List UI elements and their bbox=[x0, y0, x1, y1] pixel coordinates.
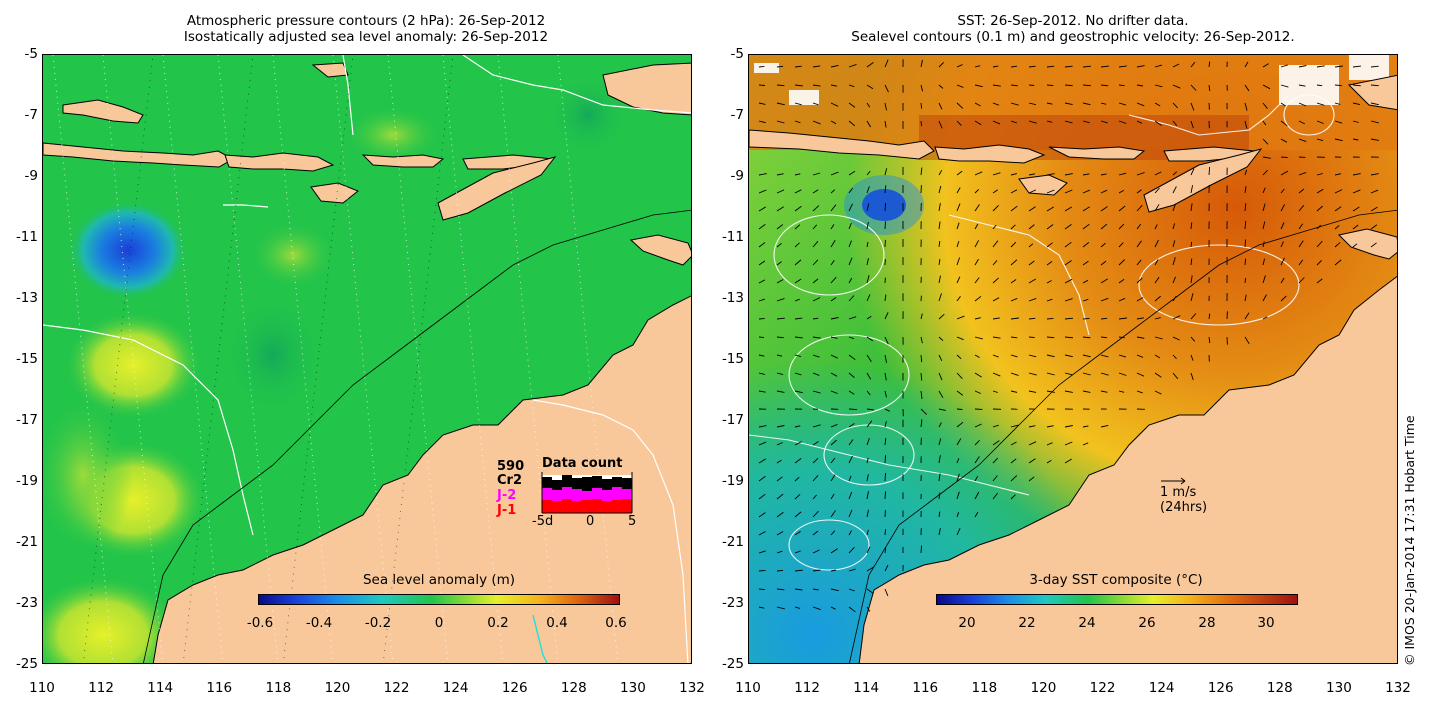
right-x-tick-label: 126 bbox=[1207, 680, 1234, 696]
right-x-tick-label: 122 bbox=[1089, 680, 1116, 696]
land-masses bbox=[43, 62, 691, 663]
left-y-tick-label: -7 bbox=[24, 107, 38, 123]
satellite-cr2-label: Cr2 bbox=[497, 473, 522, 488]
shelf-isobath bbox=[143, 209, 691, 663]
data-count-axis-label: 5 bbox=[628, 514, 637, 529]
right-x-tick-label: 120 bbox=[1030, 680, 1057, 696]
right-cb-tick: 28 bbox=[1198, 615, 1216, 631]
left-cb-tick: 0.4 bbox=[546, 615, 568, 631]
right-x-tick-label: 114 bbox=[853, 680, 880, 696]
left-y-tick-label: -23 bbox=[15, 595, 38, 611]
left-title-line2: Isostatically adjusted sea level anomaly… bbox=[183, 29, 549, 45]
left-cb-tick: 0 bbox=[434, 615, 444, 631]
right-x-tick-label: 118 bbox=[971, 680, 998, 696]
sst-map bbox=[748, 54, 1398, 664]
left-colorbar-label: Sea level anomaly (m) bbox=[362, 572, 516, 588]
right-title-line1: SST: 26-Sep-2012. No drifter data. bbox=[957, 13, 1189, 29]
right-colorbar bbox=[936, 594, 1298, 605]
satellite-j2-label: J-2 bbox=[497, 488, 517, 503]
left-y-tick-label: -9 bbox=[24, 168, 38, 184]
left-y-tick-label: -21 bbox=[15, 534, 38, 550]
data-count-axis-label: -5d bbox=[532, 514, 554, 529]
pressure-contours bbox=[43, 55, 691, 663]
left-x-tick-label: 118 bbox=[265, 680, 292, 696]
data-count-axis-label: 0 bbox=[586, 514, 595, 529]
left-cb-tick: 0.2 bbox=[487, 615, 509, 631]
right-y-tick-label: -19 bbox=[721, 473, 744, 489]
left-cb-tick: -0.6 bbox=[246, 615, 274, 631]
left-title-line1: Atmospheric pressure contours (2 hPa): 2… bbox=[186, 13, 546, 29]
data-count-title: Data count bbox=[542, 456, 623, 471]
left-y-tick-label: -15 bbox=[15, 351, 38, 367]
left-cb-tick: 0.6 bbox=[605, 615, 627, 631]
left-cb-tick: -0.2 bbox=[364, 615, 392, 631]
right-y-tick-label: -25 bbox=[721, 656, 744, 672]
right-y-tick-label: -23 bbox=[721, 595, 744, 611]
right-y-tick-label: -9 bbox=[730, 168, 744, 184]
right-y-tick-label: -13 bbox=[721, 290, 744, 306]
left-x-tick-label: 116 bbox=[206, 680, 233, 696]
data-count-total: 590 bbox=[497, 459, 525, 474]
satellite-j1-label: J-1 bbox=[497, 503, 517, 518]
left-y-tick-label: -13 bbox=[15, 290, 38, 306]
data-count-histogram bbox=[541, 472, 633, 514]
left-y-tick-label: -5 bbox=[24, 46, 38, 62]
right-colorbar-label: 3-day SST composite (°C) bbox=[1029, 572, 1203, 588]
j1-bars bbox=[542, 499, 632, 513]
left-y-tick-label: -25 bbox=[15, 656, 38, 672]
sea-level-anomaly-map bbox=[42, 54, 692, 664]
right-cb-tick: 20 bbox=[958, 615, 976, 631]
copyright-notice: © IMOS 20-Jan-2014 17:31 Hobart Time bbox=[1402, 415, 1417, 666]
left-x-tick-label: 128 bbox=[560, 680, 587, 696]
left-y-tick-label: -19 bbox=[15, 473, 38, 489]
left-x-tick-label: 122 bbox=[383, 680, 410, 696]
left-x-tick-label: 114 bbox=[147, 680, 174, 696]
right-x-tick-label: 130 bbox=[1326, 680, 1352, 696]
right-title-line2: Sealevel contours (0.1 m) and geostrophi… bbox=[851, 29, 1295, 45]
left-y-tick-label: -17 bbox=[15, 412, 38, 428]
left-x-tick-label: 124 bbox=[442, 680, 469, 696]
left-x-tick-label: 126 bbox=[501, 680, 528, 696]
right-x-tick-label: 112 bbox=[794, 680, 820, 696]
left-x-tick-label: 110 bbox=[29, 680, 55, 696]
left-x-tick-label: 112 bbox=[88, 680, 114, 696]
velocity-scale-label: 1 m/s bbox=[1160, 485, 1197, 500]
velocity-scale-arrow bbox=[1161, 477, 1186, 485]
negative-anomaly-eddy bbox=[68, 200, 188, 300]
right-cb-tick: 26 bbox=[1138, 615, 1156, 631]
right-y-tick-label: -21 bbox=[721, 534, 744, 550]
right-cb-tick: 22 bbox=[1018, 615, 1036, 631]
right-x-tick-label: 132 bbox=[1385, 680, 1411, 696]
right-y-tick-label: -11 bbox=[721, 229, 744, 245]
right-x-tick-label: 116 bbox=[912, 680, 939, 696]
right-y-tick-label: -5 bbox=[730, 46, 744, 62]
left-x-tick-label: 130 bbox=[620, 680, 646, 696]
right-y-tick-label: -17 bbox=[721, 412, 744, 428]
left-x-tick-label: 120 bbox=[324, 680, 351, 696]
right-y-tick-label: -7 bbox=[730, 107, 744, 123]
velocity-scale-sublabel: (24hrs) bbox=[1160, 500, 1208, 515]
right-x-tick-label: 110 bbox=[735, 680, 761, 696]
left-y-tick-label: -11 bbox=[15, 229, 38, 245]
left-x-tick-label: 132 bbox=[679, 680, 705, 696]
right-cb-tick: 30 bbox=[1257, 615, 1275, 631]
right-cb-tick: 24 bbox=[1078, 615, 1096, 631]
left-colorbar bbox=[258, 594, 620, 605]
left-cb-tick: -0.4 bbox=[305, 615, 333, 631]
right-x-tick-label: 124 bbox=[1148, 680, 1175, 696]
right-x-tick-label: 128 bbox=[1266, 680, 1293, 696]
right-y-tick-label: -15 bbox=[721, 351, 744, 367]
geostrophic-velocity-arrows bbox=[758, 59, 1379, 613]
